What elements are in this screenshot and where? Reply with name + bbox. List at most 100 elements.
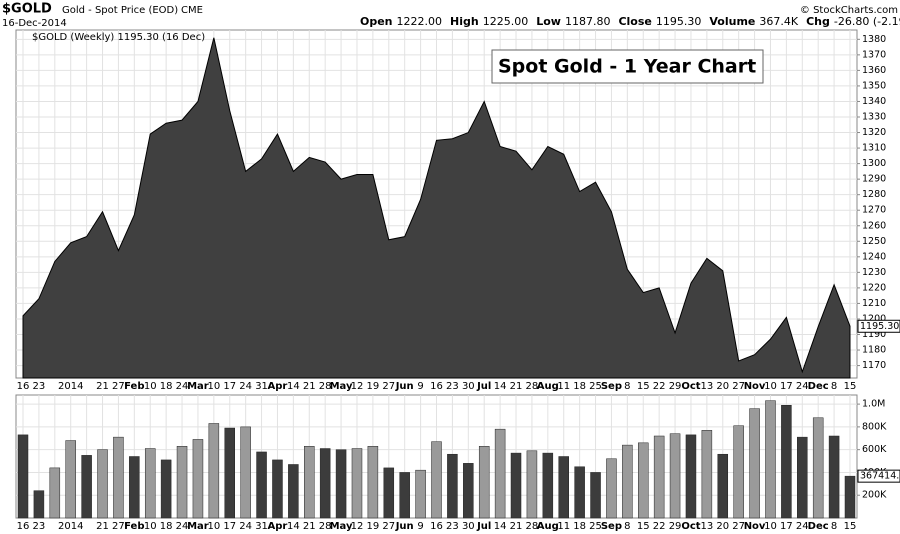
bar (844, 475, 856, 519)
x-tick-label: 15 (844, 381, 857, 392)
x-tick-label: Apr (268, 521, 288, 532)
x-tick-label: 20 (716, 521, 729, 532)
bar (781, 405, 792, 519)
x-tick-label: 24 (796, 521, 809, 532)
title-box (491, 49, 764, 84)
x-tick-label: 13 (700, 381, 713, 392)
x-tick-label: 28 (319, 521, 332, 532)
x-tick-label: 27 (112, 521, 125, 532)
x-tick-label: 11 (557, 521, 570, 532)
x-tick-label: 13 (700, 521, 713, 532)
y-tick-label: 1250 (862, 236, 886, 247)
bar (33, 490, 45, 519)
stat-value: -26.80 (-2.19%) (834, 15, 900, 28)
x-tick-label: 18 (573, 521, 586, 532)
x-tick-label: Aug (537, 381, 559, 392)
y-tick-label: 1330 (862, 112, 886, 123)
y-tick-label: 1.0M (862, 399, 885, 410)
x-tick-label: Oct (681, 521, 700, 532)
last-value-box (857, 469, 900, 483)
symbol: $GOLD (2, 2, 52, 17)
bar (638, 442, 649, 519)
last-value-label: 1195.30 (860, 321, 899, 332)
bar (669, 433, 681, 519)
y-tick-label: 1360 (862, 65, 886, 76)
last-value-label: 367414.0 (860, 471, 900, 482)
stat-value: 367.4K (759, 15, 798, 28)
x-tick-label: 28 (526, 381, 539, 392)
x-tick-label: 10 (207, 521, 220, 532)
y-tick-label: 1210 (862, 298, 886, 309)
bar (526, 450, 538, 519)
legend: $GOLD (Weekly) 1195.30 (16 Dec) (32, 32, 205, 43)
x-tick-label: 27 (732, 381, 745, 392)
bar (144, 448, 156, 519)
y-tick-label: 600K (862, 444, 887, 455)
bar (685, 434, 697, 519)
bar (176, 446, 188, 519)
x-tick-label: 21 (510, 521, 523, 532)
x-tick-label: 24 (239, 521, 252, 532)
x-tick-label: Jun (395, 521, 414, 532)
x-tick-label: 21 (303, 381, 316, 392)
stats: Open 1222.00 High 1225.00 Low 1187.80 Close 119… (360, 15, 900, 28)
y-tick-label: 1180 (862, 345, 886, 356)
bar (812, 417, 824, 519)
x-tick-label: 8 (831, 521, 837, 532)
x-tick-label: 19 (367, 381, 380, 392)
exchange: CME (181, 5, 203, 16)
y-tick-label: 1300 (862, 158, 886, 169)
x-tick-label: 17 (223, 521, 236, 532)
x-tick-label: 22 (653, 521, 666, 532)
bar (622, 444, 633, 519)
y-tick-label: 800K (862, 421, 887, 432)
bar (224, 427, 235, 519)
bar (65, 440, 76, 519)
bar (49, 467, 61, 519)
x-tick-label: 23 (446, 521, 459, 532)
bar (240, 426, 251, 519)
x-tick-label: May (330, 381, 353, 392)
bar (463, 463, 474, 519)
last-value-box (857, 319, 900, 333)
y-tick-label: 1280 (862, 189, 886, 200)
x-tick-label: Sep (601, 381, 622, 392)
x-tick-label: 14 (287, 381, 300, 392)
y-tick-label: 1320 (862, 127, 886, 138)
x-tick-label: 27 (732, 521, 745, 532)
stat-label: Open (360, 15, 393, 28)
x-tick-label: 2014 (58, 381, 83, 392)
bar (653, 435, 665, 519)
x-tick-label: 18 (160, 381, 173, 392)
x-tick-label: Nov (744, 521, 766, 532)
x-tick-label: Apr (268, 381, 288, 392)
y-tick-label: 1190 (862, 329, 886, 340)
x-tick-label: Jul (476, 381, 491, 392)
stat-label: High (450, 15, 479, 28)
bar (367, 446, 379, 519)
x-tick-label: 16 (17, 381, 30, 392)
x-tick-label: 8 (624, 381, 630, 392)
x-tick-label: Oct (681, 381, 700, 392)
stat-value: 1195.30 (656, 15, 702, 28)
bar (701, 430, 713, 519)
x-tick-label: 2014 (58, 521, 83, 532)
area (22, 37, 851, 379)
bar (81, 455, 92, 519)
x-tick-label: Mar (187, 521, 209, 532)
bar (97, 449, 108, 519)
bar (319, 448, 331, 519)
bar (606, 458, 617, 519)
x-tick-label: 27 (382, 381, 395, 392)
x-tick-label: 10 (144, 381, 157, 392)
bar (510, 452, 522, 519)
bar (415, 469, 426, 519)
x-tick-label: 16 (430, 521, 443, 532)
x-tick-label: Dec (808, 381, 829, 392)
x-tick-label: 24 (176, 521, 189, 532)
bar (272, 459, 283, 519)
bar (733, 425, 744, 519)
x-tick-label: 15 (844, 521, 857, 532)
